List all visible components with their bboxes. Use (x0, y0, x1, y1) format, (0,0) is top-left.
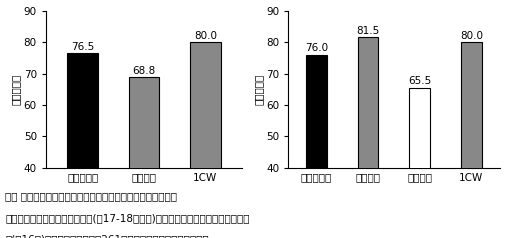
Text: 左：直捧法、道産小麦研究会(帗17-18年平均)、右：中種法、日本パン技術研究: 左：直捧法、道産小麦研究会(帗17-18年平均)、右：中種法、日本パン技術研究 (5, 213, 249, 223)
Text: 76.0: 76.0 (304, 44, 327, 54)
Bar (357, 37, 378, 238)
Y-axis label: パン総合点: パン総合点 (11, 74, 21, 105)
Text: 80.0: 80.0 (459, 31, 482, 41)
Bar (409, 88, 429, 238)
Text: 図． ゆめちからの直捧法および中種法による製パン試験結果: 図． ゆめちからの直捧法および中種法による製パン試験結果 (5, 192, 177, 202)
Bar (128, 77, 159, 238)
Text: 68.8: 68.8 (132, 66, 155, 76)
Text: 所(帗16年)。ブレンドは「北海261号」と「ホクシン」を等量混合: 所(帗16年)。ブレンドは「北海261号」と「ホクシン」を等量混合 (5, 234, 208, 238)
Text: 81.5: 81.5 (356, 26, 379, 36)
Bar (305, 55, 326, 238)
Bar (190, 42, 220, 238)
Bar (460, 42, 481, 238)
Bar (67, 53, 98, 238)
Text: 65.5: 65.5 (407, 76, 431, 86)
Text: 76.5: 76.5 (71, 42, 94, 52)
Y-axis label: パン総合点: パン総合点 (253, 74, 263, 105)
Text: 80.0: 80.0 (193, 31, 216, 41)
